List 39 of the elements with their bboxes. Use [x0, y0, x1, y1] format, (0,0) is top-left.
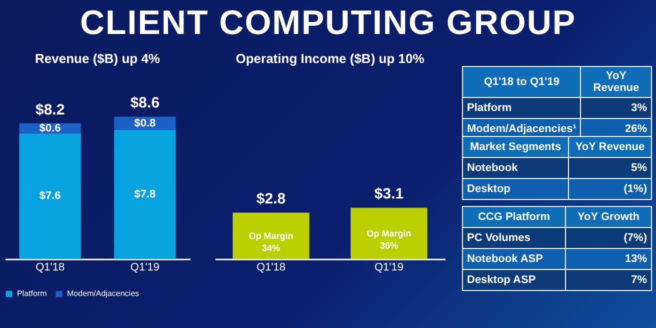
- text: (7%): [624, 232, 647, 244]
- total-label: $8.6: [130, 94, 160, 112]
- annotation: Op Margin 36%: [366, 228, 412, 250]
- category-label: Desktop: [462, 178, 569, 200]
- x-tick-label: Q1'18: [256, 262, 286, 274]
- category-label: Desktop ASP: [462, 270, 566, 290]
- text: YoY Revenue: [568, 136, 652, 158]
- text: 3%: [631, 102, 647, 114]
- category-label: Platform: [462, 98, 581, 118]
- text: (1%): [624, 183, 647, 195]
- category-label: Notebook: [462, 158, 569, 178]
- chart-subtitle: Revenue ($B) up 4%: [35, 51, 160, 66]
- text: 13%: [624, 253, 647, 265]
- category-label: Notebook ASP: [462, 248, 566, 270]
- category-label: PC Volumes: [462, 228, 566, 248]
- data-label: $3.1: [374, 186, 404, 203]
- text: Q1'18 to Q1'19: [462, 66, 581, 98]
- text: CCG Platform: [462, 206, 566, 228]
- data-label: $7.6: [39, 190, 61, 202]
- legend-label: Platform: [17, 289, 48, 298]
- text: 26%: [624, 123, 647, 135]
- total-label: $8.2: [35, 101, 65, 118]
- text: YoY Growth: [566, 206, 652, 228]
- data-label: $7.8: [134, 188, 156, 200]
- data-label: $2.8: [256, 190, 286, 208]
- x-tick-label: Q1'18: [36, 262, 65, 274]
- chart-title: Operating Income ($B) up 10%: [236, 51, 425, 66]
- x-tick-label: Q1'19: [374, 262, 404, 274]
- annotation: Op Margin 34%: [248, 230, 294, 253]
- text: YoY Revenue: [580, 66, 652, 98]
- data-label: $0.8: [134, 117, 156, 130]
- category-label: Modem/Adjacencies¹: [462, 118, 581, 140]
- text: 5%: [631, 162, 647, 174]
- data-label: $0.6: [39, 122, 61, 134]
- text: 7%: [631, 274, 647, 286]
- text: CLIENT COMPUTING GROUP: [78, 4, 578, 43]
- x-tick-label: Q1'19: [130, 262, 160, 274]
- legend-label: Modem/Adjacencies: [67, 289, 140, 298]
- text: Market Segments: [462, 136, 569, 158]
